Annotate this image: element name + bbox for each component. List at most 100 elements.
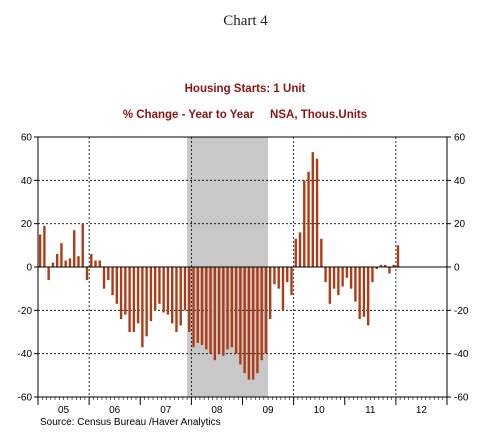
data-bar <box>362 267 366 317</box>
data-bar <box>277 267 280 289</box>
data-bar <box>213 267 217 361</box>
data-bar <box>294 238 297 267</box>
x-tick-label: 10 <box>314 405 326 416</box>
y-tick-label-right: -20 <box>454 306 469 317</box>
x-tick-label: 06 <box>109 405 121 416</box>
data-bar <box>303 180 306 267</box>
data-bar <box>388 267 391 274</box>
data-bar <box>115 267 119 304</box>
data-bar <box>315 158 319 267</box>
data-bar <box>145 267 148 337</box>
data-bar <box>141 267 144 348</box>
data-bar <box>354 267 357 302</box>
data-bar <box>153 267 157 311</box>
data-bar <box>298 232 302 267</box>
data-bar <box>332 267 336 289</box>
data-bar <box>384 264 387 267</box>
data-bar <box>260 267 263 361</box>
data-bar <box>94 260 97 267</box>
data-bar <box>166 267 170 315</box>
data-bar <box>171 267 174 324</box>
chart-title: Housing Starts: 1 Unit <box>185 83 306 95</box>
data-bar <box>179 267 182 326</box>
data-bar <box>311 152 314 267</box>
y-tick-label-right: -60 <box>454 393 469 404</box>
data-bar <box>328 267 332 304</box>
data-bar <box>358 267 361 319</box>
data-bar <box>60 243 63 267</box>
y-tick-label-right: 40 <box>454 176 466 187</box>
data-bar <box>124 267 127 315</box>
data-bar <box>256 267 259 374</box>
data-bar <box>107 267 110 280</box>
y-tick-label-right: 20 <box>454 219 466 230</box>
data-bar <box>247 267 251 380</box>
data-bar <box>396 245 400 267</box>
data-bar <box>349 267 353 289</box>
data-bar <box>111 267 114 296</box>
y-tick-label-left: -40 <box>18 349 33 360</box>
chart-subtitle: % Change - Year to Year NSA, Thous.Units <box>123 109 367 121</box>
data-bar <box>47 267 50 280</box>
y-tick-label-left: 0 <box>26 263 32 274</box>
data-bar <box>307 171 310 267</box>
data-bar <box>268 267 272 319</box>
data-bar <box>345 267 349 278</box>
data-bar <box>132 267 136 332</box>
y-tick-label-left: 20 <box>21 219 33 230</box>
data-bar <box>98 260 101 267</box>
y-tick-label-left: 40 <box>21 176 33 187</box>
y-tick-label-left: 60 <box>21 133 33 144</box>
data-bar <box>188 267 191 332</box>
y-tick-label-right: 0 <box>454 263 460 274</box>
data-bar <box>264 267 268 354</box>
x-tick-label: 08 <box>211 405 223 416</box>
data-bar <box>81 223 84 267</box>
data-bar <box>196 267 199 343</box>
data-bar <box>183 267 187 311</box>
data-bar <box>239 267 242 365</box>
data-bar <box>128 267 131 332</box>
data-bar <box>392 264 395 267</box>
data-bar <box>149 267 153 322</box>
y-tick-label-left: -20 <box>18 306 33 317</box>
data-bar <box>90 254 93 267</box>
y-tick-label-left: -60 <box>18 393 33 404</box>
x-tick-label: 12 <box>416 405 428 416</box>
data-bar <box>320 238 323 267</box>
data-bar <box>68 258 72 267</box>
x-tick-label: 11 <box>365 405 376 416</box>
data-bar <box>119 267 123 319</box>
data-bar <box>366 267 370 326</box>
data-bar <box>43 225 46 267</box>
data-bar <box>286 267 289 283</box>
data-bar <box>217 267 221 354</box>
data-bar <box>209 267 212 354</box>
x-tick-label: 09 <box>263 405 275 416</box>
source-note: Source: Census Bureau /Haver Analytics <box>40 417 221 428</box>
data-bar <box>222 267 225 356</box>
data-bar <box>341 267 344 287</box>
data-bar <box>162 267 165 313</box>
data-bar <box>290 267 293 296</box>
data-bar <box>324 267 327 283</box>
data-bar <box>192 267 195 348</box>
data-bar <box>281 267 285 311</box>
data-bar <box>230 267 234 348</box>
data-bar <box>205 267 208 350</box>
data-bar <box>55 254 59 267</box>
x-tick-label: 05 <box>58 405 70 416</box>
data-bar <box>38 234 42 267</box>
data-bar <box>273 267 276 285</box>
y-tick-label-right: -40 <box>454 349 469 360</box>
data-bar <box>64 260 67 267</box>
data-bar <box>200 267 204 345</box>
data-bar <box>158 267 161 304</box>
data-bar <box>73 230 76 267</box>
data-bar <box>379 264 383 267</box>
x-tick-label: 07 <box>160 405 172 416</box>
data-bar <box>234 267 238 354</box>
data-bar <box>371 267 374 283</box>
data-bar <box>102 267 106 289</box>
